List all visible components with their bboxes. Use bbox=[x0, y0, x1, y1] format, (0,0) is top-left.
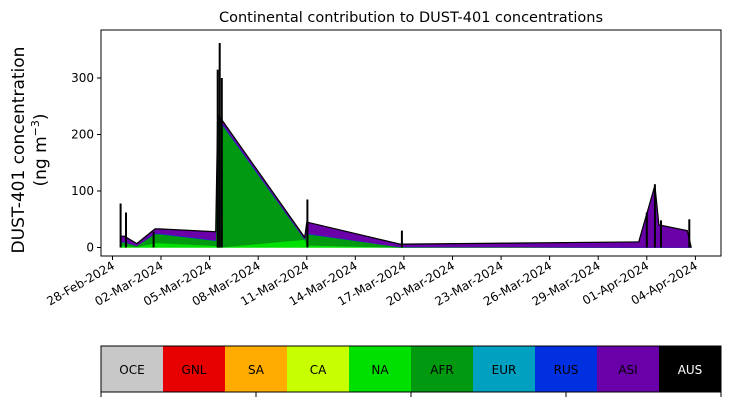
legend-label: GNL bbox=[182, 363, 207, 377]
y-axis-unit-prefix: (ng m bbox=[31, 136, 51, 186]
legend-swatch-oce bbox=[101, 346, 164, 392]
y-axis-unit-exponent: −3 bbox=[29, 120, 42, 136]
legend-swatch-asi bbox=[597, 346, 660, 392]
legend-swatch-gnl bbox=[163, 346, 226, 392]
stacked-areas bbox=[120, 115, 692, 248]
legend-label: OCE bbox=[119, 363, 144, 377]
area-rus bbox=[120, 119, 692, 248]
chart-title: Continental contribution to DUST-401 con… bbox=[219, 10, 603, 26]
x-axis: 28-Feb-202402-Mar-202405-Mar-202408-Mar-… bbox=[44, 256, 700, 309]
spike-lines bbox=[119, 43, 691, 248]
legend-swatch-afr bbox=[411, 346, 474, 392]
area-asi bbox=[120, 115, 692, 248]
legend-label: AFR bbox=[430, 363, 453, 377]
y-axis-label-line2: (ng m−3) bbox=[29, 113, 51, 186]
y-tick-label: 200 bbox=[71, 128, 94, 142]
legend-swatch-na bbox=[349, 346, 412, 392]
legend-label: AUS bbox=[678, 363, 703, 377]
total-outline bbox=[120, 115, 692, 248]
legend-swatch-sa bbox=[225, 346, 288, 392]
legend-label: SA bbox=[248, 363, 265, 377]
area-eur bbox=[120, 120, 692, 248]
legend-swatch-eur bbox=[473, 346, 536, 392]
legend-swatch-rus bbox=[535, 346, 598, 392]
legend-label: EUR bbox=[492, 363, 517, 377]
legend-swatch-aus bbox=[659, 346, 722, 392]
y-tick-label: 300 bbox=[71, 71, 94, 85]
legend-label: NA bbox=[371, 363, 389, 377]
legend-label: CA bbox=[310, 363, 327, 377]
area-afr bbox=[120, 120, 692, 248]
y-axis: 0 100 200 300 bbox=[71, 71, 101, 255]
y-axis-label: DUST-401 concentration (ng m−3) bbox=[9, 47, 51, 254]
plot-frame bbox=[100, 29, 722, 257]
area-aus bbox=[120, 115, 692, 248]
y-axis-unit-suffix: ) bbox=[31, 113, 51, 120]
legend-label: RUS bbox=[554, 363, 579, 377]
legend-label: ASI bbox=[618, 363, 637, 377]
y-axis-label-line1: DUST-401 concentration bbox=[9, 47, 29, 254]
legend: OCE GNL SA CA NA AFR EUR RUS ASI AUS bbox=[100, 345, 722, 397]
y-tick-label: 0 bbox=[86, 241, 94, 255]
y-tick-label: 100 bbox=[71, 184, 94, 198]
legend-swatch-ca bbox=[287, 346, 350, 392]
